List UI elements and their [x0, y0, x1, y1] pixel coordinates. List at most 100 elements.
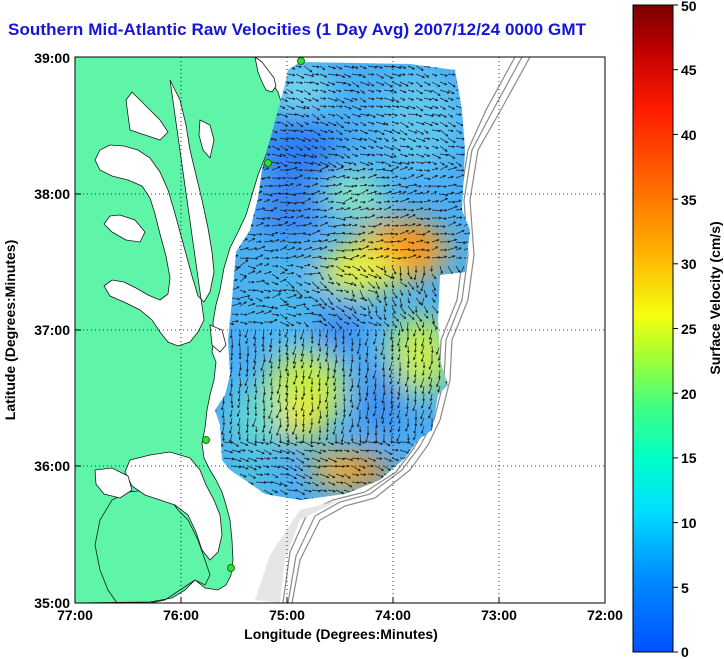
velocity-vector	[391, 281, 395, 289]
velocity-vector	[383, 465, 391, 471]
velocity-vector	[301, 361, 305, 369]
velocity-vector	[342, 370, 346, 378]
velocity-vector	[399, 177, 408, 180]
velocity-vector	[356, 345, 361, 355]
velocity-vector	[252, 417, 257, 428]
velocity-vector	[287, 294, 297, 299]
velocity-vector	[397, 353, 401, 361]
velocity-vector	[311, 65, 320, 69]
velocity-vector	[300, 329, 305, 340]
velocity-vector	[399, 161, 410, 166]
velocity-vector	[279, 105, 286, 109]
velocity-vector	[343, 97, 354, 102]
velocity-vector	[398, 369, 402, 377]
velocity-vector	[318, 377, 321, 387]
velocity-vector	[238, 369, 241, 377]
velocity-vector	[287, 271, 295, 275]
velocity-vector	[367, 129, 378, 133]
velocity-vector	[389, 369, 393, 379]
velocity-vector	[295, 129, 305, 133]
velocity-vector	[255, 217, 266, 221]
velocity-vector	[335, 201, 346, 205]
velocity-vector	[407, 241, 415, 245]
velocity-vector	[255, 279, 265, 283]
velocity-vector	[407, 97, 415, 101]
velocity-vector	[399, 197, 410, 203]
velocity-vector	[238, 353, 242, 360]
velocity-vector	[263, 449, 272, 455]
velocity-vector	[365, 409, 369, 420]
velocity-vector	[358, 337, 362, 347]
velocity-vector	[397, 401, 401, 409]
velocity-vector	[381, 417, 385, 425]
velocity-vector	[365, 353, 369, 363]
velocity-vector	[260, 361, 265, 372]
velocity-vector	[423, 248, 431, 252]
velocity-vector	[285, 377, 289, 389]
velocity-vector	[294, 393, 298, 401]
velocity-vector	[399, 113, 407, 117]
velocity-vector	[263, 216, 271, 220]
velocity-vector	[341, 337, 345, 345]
velocity-vector	[415, 217, 424, 221]
velocity-vector	[295, 174, 303, 179]
velocity-vector	[244, 329, 249, 339]
velocity-vector	[271, 153, 283, 158]
velocity-vector	[310, 337, 314, 344]
velocity-vector	[447, 255, 456, 259]
velocity-vector	[295, 254, 305, 259]
velocity-vector	[263, 239, 274, 243]
velocity-vector	[439, 137, 449, 144]
velocity-vector	[351, 73, 362, 77]
velocity-vector	[327, 216, 336, 219]
velocity-vector	[381, 337, 385, 346]
velocity-vector	[414, 385, 417, 395]
velocity-vector	[342, 385, 346, 393]
velocity-vector	[359, 121, 367, 126]
y-tick-label: 35:00	[34, 595, 70, 611]
velocity-vector	[270, 361, 273, 370]
velocity-vector	[358, 393, 362, 403]
velocity-vector	[431, 289, 437, 297]
velocity-vector	[335, 153, 345, 159]
velocity-vector	[375, 321, 382, 326]
velocity-vector	[295, 73, 305, 79]
velocity-vector	[447, 246, 458, 251]
velocity-vector	[423, 129, 429, 134]
velocity-vector	[381, 361, 385, 372]
velocity-vector	[327, 183, 337, 187]
velocity-vector	[255, 297, 263, 302]
velocity-vector	[455, 145, 465, 149]
velocity-vector	[335, 265, 345, 272]
velocity-vector	[325, 329, 329, 339]
velocity-vector	[247, 270, 256, 275]
velocity-vector	[261, 337, 265, 348]
velocity-vector	[311, 465, 321, 469]
velocity-vector	[447, 215, 457, 219]
velocity-vector	[383, 190, 393, 195]
velocity-vector	[423, 81, 431, 86]
velocity-vector	[311, 182, 319, 187]
colorbar-tick-label: 35	[681, 192, 697, 208]
velocity-vector	[295, 89, 304, 93]
velocity-vector	[447, 137, 456, 143]
velocity-vector	[359, 105, 368, 109]
velocity-vector	[303, 305, 310, 311]
velocity-vector	[335, 190, 343, 195]
velocity-vector	[390, 401, 394, 410]
velocity-vector	[423, 199, 432, 203]
velocity-vector	[295, 214, 304, 219]
velocity-vector	[439, 73, 448, 77]
velocity-vector	[303, 97, 312, 102]
map-grid	[75, 57, 605, 603]
velocity-vector	[335, 289, 344, 293]
velocity-vector	[311, 281, 320, 290]
velocity-vector	[399, 208, 407, 211]
velocity-vector	[335, 473, 345, 478]
velocity-vector	[351, 113, 362, 118]
velocity-vector	[447, 73, 456, 76]
velocity-vector	[421, 329, 425, 337]
velocity-vector	[253, 353, 257, 364]
velocity-vector	[421, 337, 425, 348]
velocity-vector	[455, 216, 463, 219]
